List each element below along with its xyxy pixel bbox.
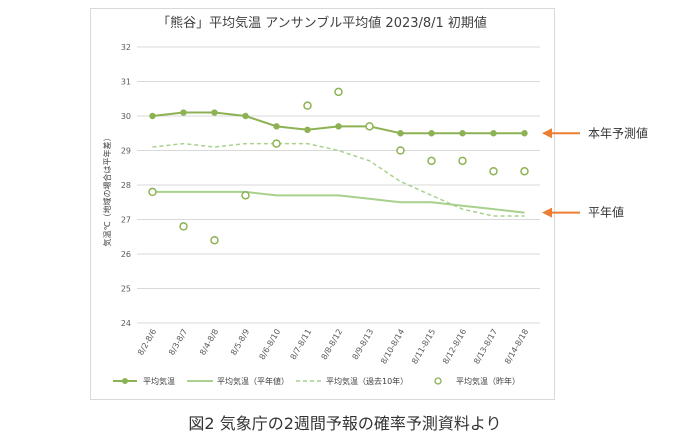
figure-caption: 図2 気象庁の2週間予報の確率予測資料より: [188, 414, 502, 433]
data-point-lastyear: [148, 187, 157, 197]
legend-marker-forecast: [122, 378, 128, 384]
series-line-past10years: [152, 142, 525, 217]
x-tick-label: 8/4-8/8: [198, 328, 220, 357]
x-tick-label: 8/11-8/15: [410, 328, 437, 366]
data-point-forecast: [428, 130, 435, 137]
data-point-forecast: [211, 109, 218, 116]
normal-arrowhead: [542, 207, 552, 218]
x-tick-label: 8/12-8/16: [441, 328, 468, 366]
data-point-forecast: [397, 130, 404, 137]
data-point-forecast: [242, 112, 249, 120]
normal-label: 平年値: [588, 205, 624, 220]
data-point-forecast: [521, 130, 528, 137]
y-tick-label: 25: [121, 285, 131, 294]
data-point-lastyear: [210, 235, 219, 245]
x-tick-labels: 8/2-8/6 8/3-8/7 8/4-8/8 8/5-8/9 8/6-8/10 8/7-…: [136, 328, 530, 366]
legend-marker-lastyear: [434, 377, 442, 385]
data-point-lastyear: [303, 101, 312, 110]
x-tick-label: 8/2-8/6: [136, 328, 158, 357]
data-point-forecast: [459, 130, 466, 137]
data-point-lastyear: [365, 122, 374, 131]
x-tick-label: 8/6-8/10: [258, 328, 283, 362]
y-tick-label: 31: [121, 78, 131, 87]
legend-label: 平均気温（過去10年）: [326, 376, 408, 386]
y-tick-label: 27: [121, 216, 131, 225]
data-point-lastyear: [179, 222, 188, 231]
x-tick-label: 8/5-8/9: [229, 328, 251, 357]
data-point-lastyear: [272, 139, 281, 148]
chart-frame: [90, 8, 555, 400]
series-layer: [148, 87, 529, 245]
y-tick-label: 26: [121, 250, 131, 259]
data-point-lastyear: [241, 191, 250, 200]
x-tick-label: 8/8-8/12: [320, 328, 345, 362]
data-point-lastyear: [396, 146, 405, 155]
legend: 平均気温 平均気温（平年値） 平均気温（過去10年） 平均気温（昨年）: [113, 376, 520, 386]
data-point-lastyear: [489, 166, 498, 176]
y-tick-labels: 24 25 26 27 28 29 30 31 32: [121, 43, 131, 328]
x-tick-label: 8/13-8/17: [472, 328, 499, 366]
data-point-forecast: [180, 109, 187, 116]
chart-title: 「熊谷」平均気温 アンサンブル平均値 2023/8/1 初期値: [157, 15, 487, 31]
series-line-normal: [152, 190, 525, 214]
y-axis-label: 気温℃（地域の場合は平年差）: [102, 134, 112, 247]
y-tick-label: 30: [121, 112, 131, 121]
data-point-forecast: [304, 126, 311, 133]
data-point-lastyear: [334, 87, 343, 97]
legend-label: 平均気温（昨年）: [456, 376, 520, 386]
forecast-arrowhead: [542, 128, 552, 139]
y-tick-label: 24: [121, 319, 131, 328]
y-tick-label: 29: [121, 147, 131, 156]
data-point-lastyear: [427, 156, 436, 166]
data-point-forecast: [335, 123, 342, 130]
data-point-forecast: [273, 123, 280, 130]
data-point-lastyear: [458, 156, 467, 166]
legend-label: 平均気温（平年値）: [217, 376, 289, 386]
x-tick-label: 8/9-8/13: [351, 328, 376, 362]
data-point-forecast: [490, 130, 497, 137]
y-tick-label: 28: [121, 181, 131, 190]
x-tick-label: 8/3-8/7: [167, 328, 189, 357]
legend-label: 平均気温: [143, 376, 175, 386]
forecast-label: 本年予測値: [588, 125, 648, 140]
x-tick-label: 8/10-8/14: [379, 328, 406, 366]
data-point-forecast: [149, 112, 156, 120]
x-tick-label: 8/7-8/11: [289, 328, 314, 362]
annotations: 本年予測値 平年値: [542, 125, 648, 220]
x-tick-label: 8/14-8/18: [503, 328, 530, 366]
y-tick-label: 32: [121, 43, 131, 52]
gridlines: [137, 46, 540, 324]
data-point-lastyear: [520, 166, 529, 176]
